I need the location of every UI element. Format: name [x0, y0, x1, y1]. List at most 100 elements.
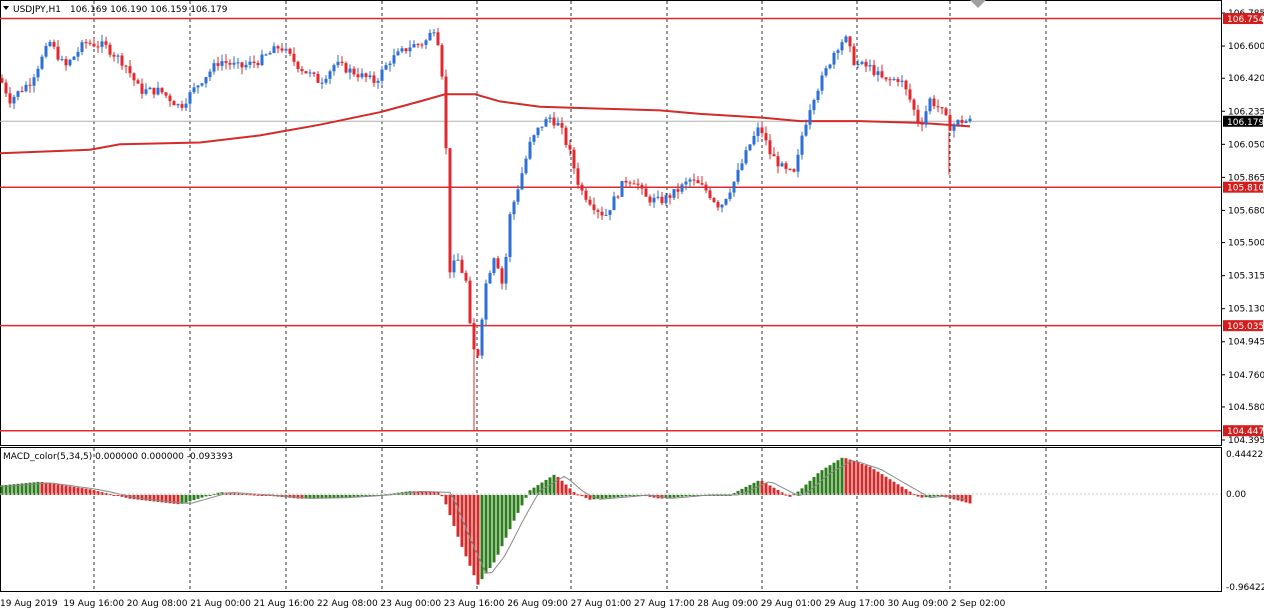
macd-bar	[40, 482, 44, 495]
macd-bar	[176, 494, 180, 505]
price-tick-label: 104.945	[1228, 338, 1264, 348]
bear-candle	[168, 95, 172, 102]
bull-candle	[488, 273, 492, 284]
macd-bar	[336, 494, 340, 498]
bear-candle	[764, 133, 768, 141]
bear-candle	[52, 42, 56, 47]
macd-bar	[852, 461, 856, 495]
macd-bar	[584, 494, 588, 498]
level-tag-label: 105.035	[1227, 322, 1264, 332]
macd-bar	[180, 494, 184, 504]
macd-bar	[112, 494, 116, 496]
macd-bar	[788, 494, 792, 497]
macd-bar	[172, 494, 176, 504]
bear-candle	[112, 54, 116, 57]
price-tick-label: 105.865	[1228, 173, 1264, 183]
bull-candle	[780, 163, 784, 167]
price-tick-label: 105.130	[1228, 305, 1264, 315]
bear-candle	[404, 48, 408, 52]
chart-shift-marker-icon[interactable]	[970, 0, 986, 8]
bear-candle	[788, 168, 792, 170]
macd-bar	[492, 494, 496, 563]
bull-candle	[244, 64, 248, 68]
bull-candle	[248, 61, 252, 65]
bull-candle	[388, 63, 392, 66]
macd-bar	[612, 494, 616, 498]
bear-candle	[356, 74, 360, 78]
bear-candle	[256, 62, 260, 66]
macd-bar	[864, 465, 868, 495]
bull-candle	[456, 259, 460, 261]
price-tick-label: 106.420	[1228, 74, 1264, 84]
bear-candle	[880, 71, 884, 78]
macd-bar	[720, 494, 724, 496]
bear-candle	[580, 184, 584, 191]
bear-candle	[344, 63, 348, 73]
macd-bar	[796, 491, 800, 495]
bear-candle	[420, 44, 424, 46]
bull-candle	[652, 197, 656, 203]
macd-bar	[316, 494, 320, 499]
bear-candle	[616, 196, 620, 198]
bull-candle	[188, 92, 192, 104]
macd-axis-zero: 0.00	[1226, 490, 1246, 500]
macd-bar	[712, 494, 716, 496]
time-tick-label: 21 Aug 16:00	[254, 599, 315, 609]
symbol-label: USDJPY,H1	[13, 5, 61, 15]
macd-bar	[604, 494, 608, 499]
bull-candle	[796, 154, 800, 172]
macd-bar	[900, 486, 904, 495]
macd-bar	[628, 494, 632, 496]
macd-bar	[348, 494, 352, 498]
bull-candle	[176, 104, 180, 106]
bear-candle	[64, 59, 68, 66]
bear-candle	[136, 80, 140, 84]
macd-bar	[68, 486, 72, 495]
macd-bar	[412, 491, 416, 495]
bull-candle	[876, 71, 880, 75]
bull-candle	[116, 55, 120, 57]
current-price-tag: 106.179	[1223, 115, 1264, 128]
bull-candle	[508, 214, 512, 257]
macd-bar	[744, 486, 748, 495]
macd-bar	[668, 494, 672, 498]
bull-candle	[720, 204, 724, 208]
macd-bar	[856, 462, 860, 495]
bear-candle	[588, 199, 592, 205]
bull-candle	[952, 124, 956, 131]
bull-candle	[12, 96, 16, 104]
bear-candle	[104, 41, 108, 45]
macd-bar	[848, 459, 852, 495]
bull-candle	[680, 184, 684, 192]
macd-bar	[16, 483, 20, 495]
bear-candle	[636, 183, 640, 185]
macd-bar	[56, 484, 60, 495]
macd-bar	[520, 494, 524, 506]
price-tick-label: 104.760	[1228, 371, 1264, 381]
horizontal-levels	[0, 17, 1221, 432]
macd-bar	[500, 494, 504, 547]
time-tick-label: 26 Aug 09:00	[507, 599, 568, 609]
bull-candle	[208, 71, 212, 78]
triangle-down-icon[interactable]	[3, 6, 9, 10]
macd-bar	[964, 494, 968, 503]
macd-bar	[792, 494, 796, 496]
macd-axis-top: 0.444228	[1226, 450, 1264, 460]
macd-bar	[320, 494, 324, 499]
macd-bar	[768, 485, 772, 495]
macd-bar	[884, 476, 888, 495]
bull-candle	[744, 150, 748, 164]
bear-candle	[944, 108, 948, 116]
bull-candle	[264, 54, 268, 56]
bull-candle	[16, 91, 20, 97]
ohlc-values: 106.169 106.190 106.159 106.179	[70, 5, 228, 15]
bear-candle	[628, 182, 632, 184]
macd-bar	[32, 482, 36, 495]
macd-bar	[64, 485, 68, 495]
bull-candle	[268, 52, 272, 55]
macd-bar	[324, 494, 328, 499]
macd-bar	[828, 465, 832, 495]
bear-candle	[464, 272, 468, 281]
bull-candle	[452, 260, 456, 273]
